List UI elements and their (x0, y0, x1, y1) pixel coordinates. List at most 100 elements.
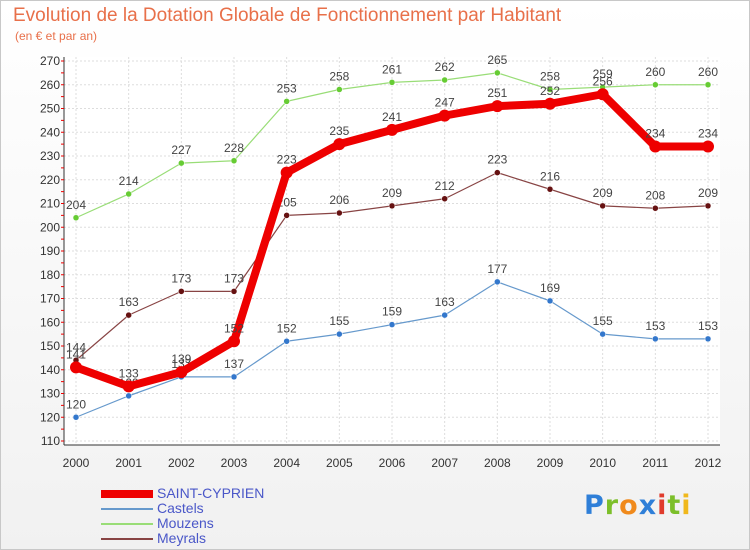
data-point-castels (388, 321, 396, 328)
y-tick-label: 270 (40, 54, 60, 68)
data-label-mouzens: 260 (698, 65, 718, 79)
data-point-mouzens (546, 86, 554, 93)
data-point-castels (494, 278, 501, 286)
data-point-mouzens (283, 98, 290, 105)
legend-label-meyrals: Meyrals (157, 530, 207, 546)
data-point-castels (230, 373, 238, 381)
data-point-meyrals (230, 288, 238, 295)
data-label-mouzens: 260 (645, 65, 665, 79)
data-point-saint-cyprien (280, 166, 293, 179)
data-label-castels: 155 (593, 314, 613, 328)
data-point-saint-cyprien (649, 140, 662, 153)
logo-letter: i (657, 490, 668, 521)
data-label-saint-cyprien: 247 (435, 96, 455, 110)
data-point-saint-cyprien (175, 366, 188, 379)
data-point-saint-cyprien (386, 123, 398, 136)
data-point-castels (336, 330, 343, 338)
y-tick-label: 120 (40, 410, 60, 424)
logo-letter: t (667, 490, 682, 521)
data-point-saint-cyprien (544, 97, 556, 110)
data-label-mouzens: 204 (66, 198, 86, 212)
data-label-meyrals: 173 (171, 271, 191, 285)
y-tick-label: 170 (40, 292, 60, 306)
data-label-castels: 169 (540, 281, 560, 295)
data-point-mouzens (125, 190, 132, 198)
data-point-meyrals (336, 209, 343, 217)
data-point-meyrals (388, 202, 396, 210)
data-label-castels: 159 (382, 305, 402, 319)
data-point-saint-cyprien (596, 88, 609, 101)
legend-swatch-castels (101, 507, 153, 510)
data-point-castels (125, 392, 132, 400)
data-point-castels (546, 297, 554, 305)
legend-item-meyrals: Meyrals (101, 531, 264, 546)
data-point-castels (704, 335, 712, 343)
x-tick-label: 2006 (379, 456, 406, 470)
x-tick-label: 2003 (221, 456, 248, 470)
data-label-mouzens: 228 (224, 141, 244, 155)
data-point-meyrals (178, 288, 185, 295)
y-tick-label: 190 (40, 244, 60, 258)
y-tick-label: 110 (41, 434, 60, 448)
data-label-saint-cyprien: 141 (66, 347, 86, 361)
data-label-castels: 163 (435, 295, 455, 309)
data-label-meyrals: 212 (435, 179, 455, 193)
y-tick-label: 210 (40, 197, 60, 211)
data-point-mouzens (336, 86, 343, 93)
data-point-saint-cyprien (333, 138, 346, 151)
data-label-meyrals: 173 (224, 271, 244, 285)
data-label-saint-cyprien: 223 (277, 153, 297, 167)
data-label-mouzens: 261 (382, 62, 402, 76)
logo-letter: x (638, 490, 658, 521)
x-tick-label: 2011 (642, 456, 668, 470)
data-label-saint-cyprien: 252 (540, 84, 560, 98)
data-label-saint-cyprien: 251 (487, 86, 507, 100)
data-label-meyrals: 216 (540, 169, 560, 183)
data-label-mouzens: 214 (119, 174, 139, 188)
chart-subtitle: (en € et par an) (15, 29, 98, 43)
data-label-mouzens: 227 (171, 143, 191, 157)
x-tick-label: 2004 (273, 456, 300, 470)
data-label-saint-cyprien: 234 (698, 127, 718, 141)
legend-label-castels: Castels (157, 500, 204, 516)
logo-letter: i (681, 490, 692, 521)
data-label-mouzens: 262 (435, 60, 455, 74)
data-label-castels: 152 (277, 321, 297, 335)
data-label-meyrals: 144 (66, 340, 86, 354)
data-point-castels (283, 338, 290, 345)
x-tick-label: 2007 (431, 456, 458, 470)
y-tick-label: 240 (40, 125, 60, 139)
data-point-castels (599, 330, 606, 338)
data-label-castels: 155 (329, 314, 349, 328)
data-label-castels: 137 (224, 357, 244, 371)
data-label-castels: 153 (698, 319, 718, 333)
logo-letter: o (619, 490, 639, 521)
y-tick-label: 130 (40, 387, 60, 401)
data-point-saint-cyprien (702, 140, 714, 153)
x-tick-label: 2002 (168, 456, 195, 470)
data-label-castels: 177 (487, 262, 507, 276)
data-point-saint-cyprien (438, 109, 451, 122)
data-label-mouzens: 253 (277, 81, 297, 95)
chart-title: Evolution de la Dotation Globale de Fonc… (13, 5, 562, 26)
data-label-mouzens: 259 (593, 67, 613, 81)
data-point-meyrals (704, 202, 712, 210)
data-label-mouzens: 258 (540, 70, 560, 84)
x-tick-label: 2000 (63, 456, 90, 470)
y-tick-label: 150 (40, 339, 60, 353)
y-tick-label: 230 (40, 149, 60, 163)
data-point-mouzens (652, 81, 659, 88)
data-label-saint-cyprien: 241 (382, 110, 402, 124)
data-point-mouzens (704, 81, 712, 88)
legend: SAINT-CYPRIEN Castels Mouzens Meyrals (101, 486, 264, 546)
data-label-saint-cyprien: 234 (645, 127, 665, 141)
data-label-meyrals: 208 (645, 188, 665, 202)
data-point-castels (652, 335, 659, 343)
legend-item-castels: Castels (101, 501, 264, 516)
data-point-meyrals (652, 205, 659, 212)
y-tick-label: 180 (40, 268, 60, 282)
data-point-castels (441, 311, 448, 319)
logo-letter: P (584, 490, 605, 521)
